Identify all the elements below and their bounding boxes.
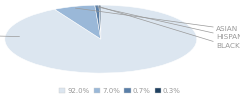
- Wedge shape: [99, 5, 101, 39]
- Wedge shape: [95, 5, 101, 39]
- Legend: 92.0%, 7.0%, 0.7%, 0.3%: 92.0%, 7.0%, 0.7%, 0.3%: [56, 85, 184, 96]
- Text: HISPANIC: HISPANIC: [97, 7, 240, 40]
- Wedge shape: [54, 5, 101, 39]
- Wedge shape: [5, 5, 197, 73]
- Text: ASIAN: ASIAN: [75, 8, 238, 32]
- Text: BLACK: BLACK: [100, 7, 240, 49]
- Text: WHITE: WHITE: [0, 32, 19, 38]
